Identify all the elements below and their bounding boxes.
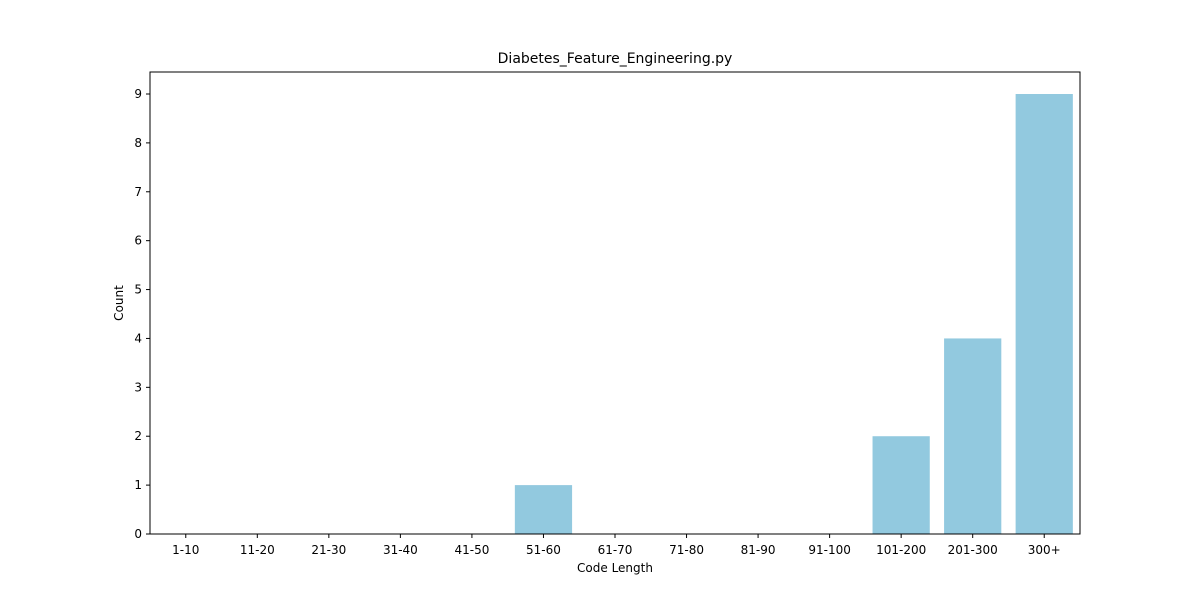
bar-300+ (1015, 94, 1073, 534)
x-tick-label: 21-30 (311, 543, 346, 557)
x-tick-label: 31-40 (383, 543, 418, 557)
bars-group (514, 94, 1073, 534)
y-tick-label: 9 (134, 87, 142, 101)
y-tick-label: 7 (134, 185, 142, 199)
x-tick-label: 11-20 (240, 543, 275, 557)
y-tick-label: 2 (134, 429, 142, 443)
y-tick-label: 4 (134, 331, 142, 345)
y-tick-label: 8 (134, 136, 142, 150)
x-axis-label: Code Length (577, 561, 653, 575)
y-axis-label: Count (112, 285, 126, 321)
bar-201-300 (944, 338, 1002, 534)
y-tick-label: 6 (134, 234, 142, 248)
x-tick-label: 81-90 (741, 543, 776, 557)
x-tick-label: 300+ (1028, 543, 1061, 557)
x-tick-label: 51-60 (526, 543, 561, 557)
x-tick-label: 201-300 (948, 543, 998, 557)
x-tick-label: 91-100 (808, 543, 851, 557)
x-tick-label: 101-200 (876, 543, 926, 557)
x-axis-ticks: 1-10 11-20 21-30 31-40 41-50 51-60 61-70 71-80 8… (172, 534, 1061, 557)
x-tick-label: 41-50 (454, 543, 489, 557)
y-tick-label: 1 (134, 478, 142, 492)
x-tick-label: 71-80 (669, 543, 704, 557)
x-tick-label: 61-70 (598, 543, 633, 557)
chart-title: Diabetes_Feature_Engineering.py (498, 51, 733, 67)
y-tick-label: 5 (134, 283, 142, 297)
bar-101-200 (872, 436, 930, 534)
plot-area-frame (149, 71, 1081, 535)
y-tick-label: 3 (134, 380, 142, 394)
x-tick-label: 1-10 (172, 543, 199, 557)
bar-51-60 (514, 485, 573, 534)
y-tick-label: 0 (134, 527, 142, 541)
y-axis-ticks: 0 1 2 3 4 5 6 7 8 9 (134, 87, 150, 541)
